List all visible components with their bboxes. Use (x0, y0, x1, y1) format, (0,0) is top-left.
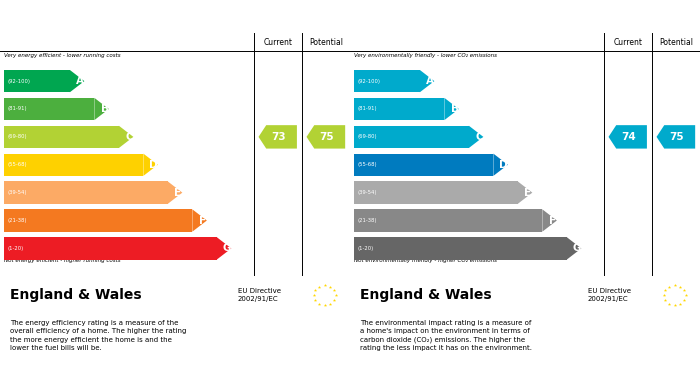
Text: Current: Current (263, 38, 292, 47)
Text: The energy efficiency rating is a measure of the
overall efficiency of a home. T: The energy efficiency rating is a measur… (10, 320, 187, 351)
Text: Energy Efficiency Rating: Energy Efficiency Rating (8, 10, 181, 23)
Polygon shape (608, 125, 647, 149)
Text: F: F (199, 215, 206, 226)
Polygon shape (420, 70, 434, 92)
Text: (1-20): (1-20) (8, 246, 24, 251)
Text: Not environmentally friendly - higher CO₂ emissions: Not environmentally friendly - higher CO… (354, 258, 496, 263)
Bar (4, 181, 168, 204)
Bar (354, 209, 542, 231)
Bar (4, 237, 217, 260)
Bar (4, 126, 119, 148)
Polygon shape (217, 237, 231, 260)
Polygon shape (168, 181, 182, 204)
Polygon shape (657, 125, 695, 149)
Polygon shape (119, 126, 133, 148)
Text: Current: Current (613, 38, 642, 47)
Text: B: B (451, 104, 458, 114)
Text: Very environmentally friendly - lower CO₂ emissions: Very environmentally friendly - lower CO… (354, 53, 496, 58)
Text: C: C (125, 132, 133, 142)
Polygon shape (567, 237, 581, 260)
Text: E: E (174, 188, 181, 197)
Text: (69-80): (69-80) (8, 135, 27, 139)
Bar (4, 209, 192, 231)
Text: EU Directive
2002/91/EC: EU Directive 2002/91/EC (588, 289, 631, 302)
Text: 74: 74 (622, 132, 636, 142)
Text: (21-38): (21-38) (358, 218, 377, 223)
Text: England & Wales: England & Wales (10, 288, 142, 302)
Bar (354, 154, 494, 176)
Text: (55-68): (55-68) (8, 162, 27, 167)
Text: (21-38): (21-38) (8, 218, 27, 223)
Bar (354, 181, 518, 204)
Bar (354, 237, 567, 260)
Text: Environmental Impact (CO₂) Rating: Environmental Impact (CO₂) Rating (358, 10, 605, 23)
Polygon shape (307, 125, 345, 149)
Text: Very energy efficient - lower running costs: Very energy efficient - lower running co… (4, 53, 120, 58)
Text: B: B (101, 104, 108, 114)
Text: D: D (149, 160, 158, 170)
Polygon shape (542, 209, 557, 231)
Text: 75: 75 (670, 132, 685, 142)
Text: (92-100): (92-100) (8, 79, 31, 84)
Polygon shape (94, 98, 109, 120)
Polygon shape (70, 70, 84, 92)
Text: C: C (475, 132, 483, 142)
Polygon shape (469, 126, 483, 148)
Text: Potential: Potential (659, 38, 693, 47)
Text: F: F (549, 215, 556, 226)
Polygon shape (518, 181, 533, 204)
Text: The environmental impact rating is a measure of
a home's impact on the environme: The environmental impact rating is a mea… (360, 320, 533, 352)
Bar (354, 70, 420, 92)
Polygon shape (144, 154, 158, 176)
Text: England & Wales: England & Wales (360, 288, 492, 302)
Text: Not energy efficient - higher running costs: Not energy efficient - higher running co… (4, 258, 120, 263)
Polygon shape (494, 154, 508, 176)
Polygon shape (258, 125, 297, 149)
Bar (354, 98, 444, 120)
Text: (92-100): (92-100) (358, 79, 381, 84)
Text: (81-91): (81-91) (8, 106, 27, 111)
Text: 73: 73 (272, 132, 286, 142)
Text: G: G (573, 243, 581, 253)
Polygon shape (444, 98, 459, 120)
Polygon shape (193, 209, 207, 231)
Text: (55-68): (55-68) (358, 162, 377, 167)
Text: G: G (223, 243, 231, 253)
Text: D: D (499, 160, 508, 170)
Text: A: A (76, 76, 84, 86)
Bar (354, 126, 469, 148)
Text: A: A (426, 76, 434, 86)
Text: E: E (524, 188, 531, 197)
Text: (39-54): (39-54) (358, 190, 377, 195)
Bar (4, 98, 94, 120)
Text: (1-20): (1-20) (358, 246, 374, 251)
Text: (39-54): (39-54) (8, 190, 27, 195)
Text: 75: 75 (320, 132, 335, 142)
Text: Potential: Potential (309, 38, 343, 47)
Text: EU Directive
2002/91/EC: EU Directive 2002/91/EC (238, 289, 281, 302)
Bar (4, 154, 144, 176)
Text: (81-91): (81-91) (358, 106, 377, 111)
Text: (69-80): (69-80) (358, 135, 377, 139)
Bar (4, 70, 70, 92)
